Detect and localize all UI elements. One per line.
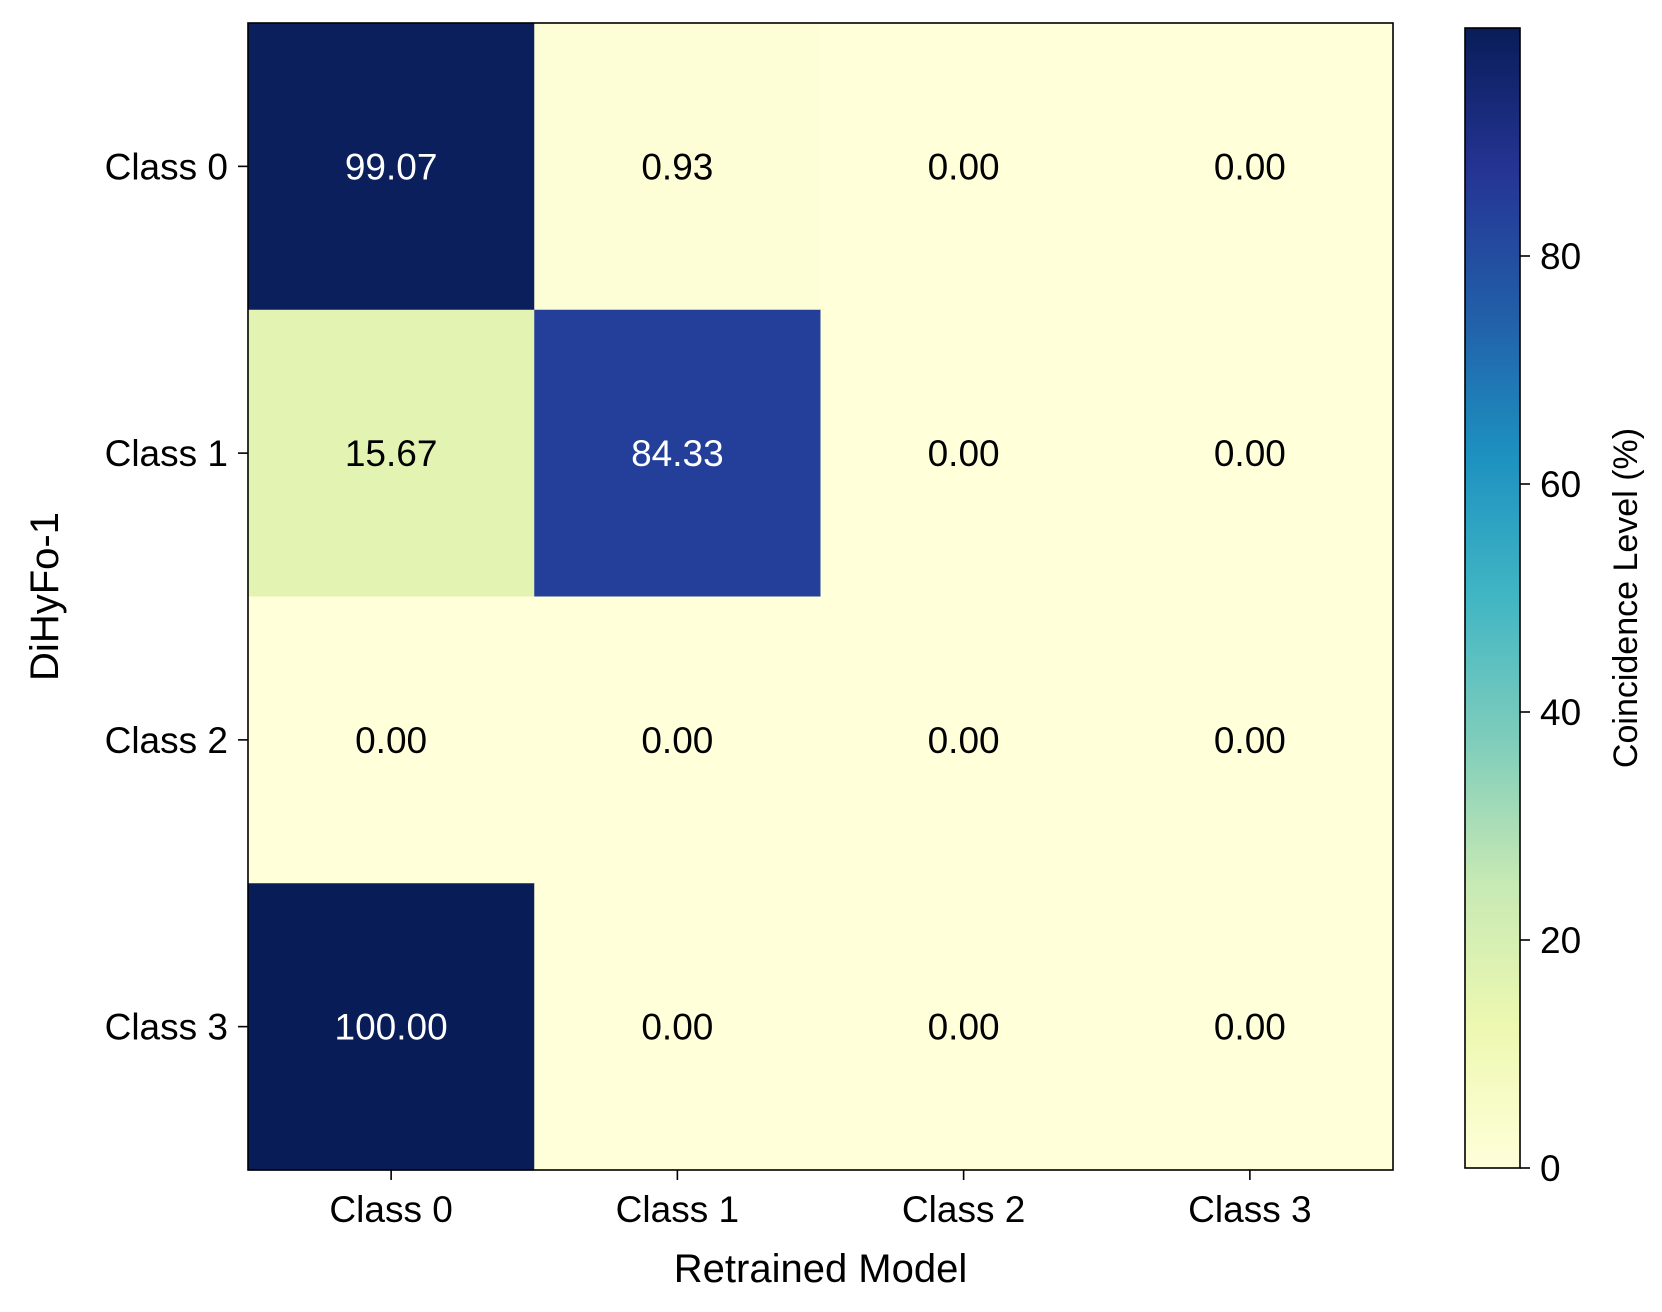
colorbar-gradient — [1464, 27, 1521, 1169]
heatmap-cell — [248, 23, 535, 311]
y-tick-label: Class 0 — [105, 146, 228, 187]
cell-value-label: 0.00 — [1214, 433, 1286, 474]
y-tick-label: Class 1 — [105, 433, 228, 474]
cell-value-label: 0.00 — [928, 1007, 1000, 1048]
heatmap-cell — [248, 309, 535, 598]
heatmap-cell — [534, 309, 822, 598]
cell-value-label: 0.93 — [641, 146, 713, 187]
x-tick-label: Class 0 — [329, 1189, 452, 1230]
cell-value-label: 0.00 — [928, 433, 1000, 474]
heatmap-cell — [820, 596, 1108, 884]
colorbar-tick-label: 80 — [1540, 236, 1581, 277]
colorbar-tick-label: 60 — [1540, 464, 1581, 505]
y-axis-label: DiHyFo-1 — [23, 512, 67, 681]
heatmap-cell — [820, 23, 1108, 311]
heatmap-cell — [248, 883, 535, 1171]
colorbar-tick-label: 0 — [1540, 1148, 1561, 1189]
x-tick-label: Class 1 — [616, 1189, 739, 1230]
heatmap-cells — [248, 23, 1394, 1171]
cell-value-label: 0.00 — [1214, 146, 1286, 187]
cell-value-label: 0.00 — [641, 720, 713, 761]
heatmap-cell — [1106, 23, 1394, 311]
cell-value-labels: 99.07 0.93 0.00 0.00 15.67 84.33 0.00 0.00 0.00 0… — [335, 146, 1286, 1047]
heatmap-cell — [248, 596, 535, 884]
cell-value-label: 0.00 — [355, 720, 427, 761]
x-axis-label: Retrained Model — [674, 1247, 968, 1291]
heatmap-cell — [1106, 309, 1394, 598]
cell-value-label: 100.00 — [335, 1007, 448, 1048]
x-tick-label: Class 2 — [902, 1189, 1025, 1230]
cell-value-label: 99.07 — [345, 146, 438, 187]
cell-value-label: 0.00 — [928, 146, 1000, 187]
heatmap-cell — [534, 23, 822, 311]
x-axis: Class 0 Class 1 Class 2 Class 3 — [329, 1170, 1312, 1230]
cell-value-label: 84.33 — [631, 433, 724, 474]
plot-frame — [247, 22, 1394, 1171]
cell-value-label: 15.67 — [345, 433, 438, 474]
heatmap-cell — [820, 883, 1108, 1171]
colorbar: 0 20 40 60 80 Coincidence Level (%) — [1464, 27, 1645, 1189]
cell-value-label: 0.00 — [1214, 1007, 1286, 1048]
x-tick-label: Class 3 — [1188, 1189, 1311, 1230]
cell-value-label: 0.00 — [1214, 720, 1286, 761]
heatmap-cell — [1106, 883, 1394, 1171]
y-tick-label: Class 2 — [105, 720, 228, 761]
heatmap-cell — [534, 596, 822, 884]
colorbar-tick-label: 40 — [1540, 692, 1581, 733]
y-tick-label: Class 3 — [105, 1007, 228, 1048]
heatmap-cell — [820, 309, 1108, 598]
cell-value-label: 0.00 — [928, 720, 1000, 761]
colorbar-tick-label: 20 — [1540, 920, 1581, 961]
heatmap-cell — [534, 883, 822, 1171]
heatmap-cell — [1106, 596, 1394, 884]
y-axis: Class 0 Class 1 Class 2 Class 3 — [105, 146, 248, 1048]
cell-value-label: 0.00 — [641, 1007, 713, 1048]
colorbar-ticks: 0 20 40 60 80 — [1520, 236, 1581, 1189]
colorbar-label: Coincidence Level (%) — [1607, 428, 1645, 768]
